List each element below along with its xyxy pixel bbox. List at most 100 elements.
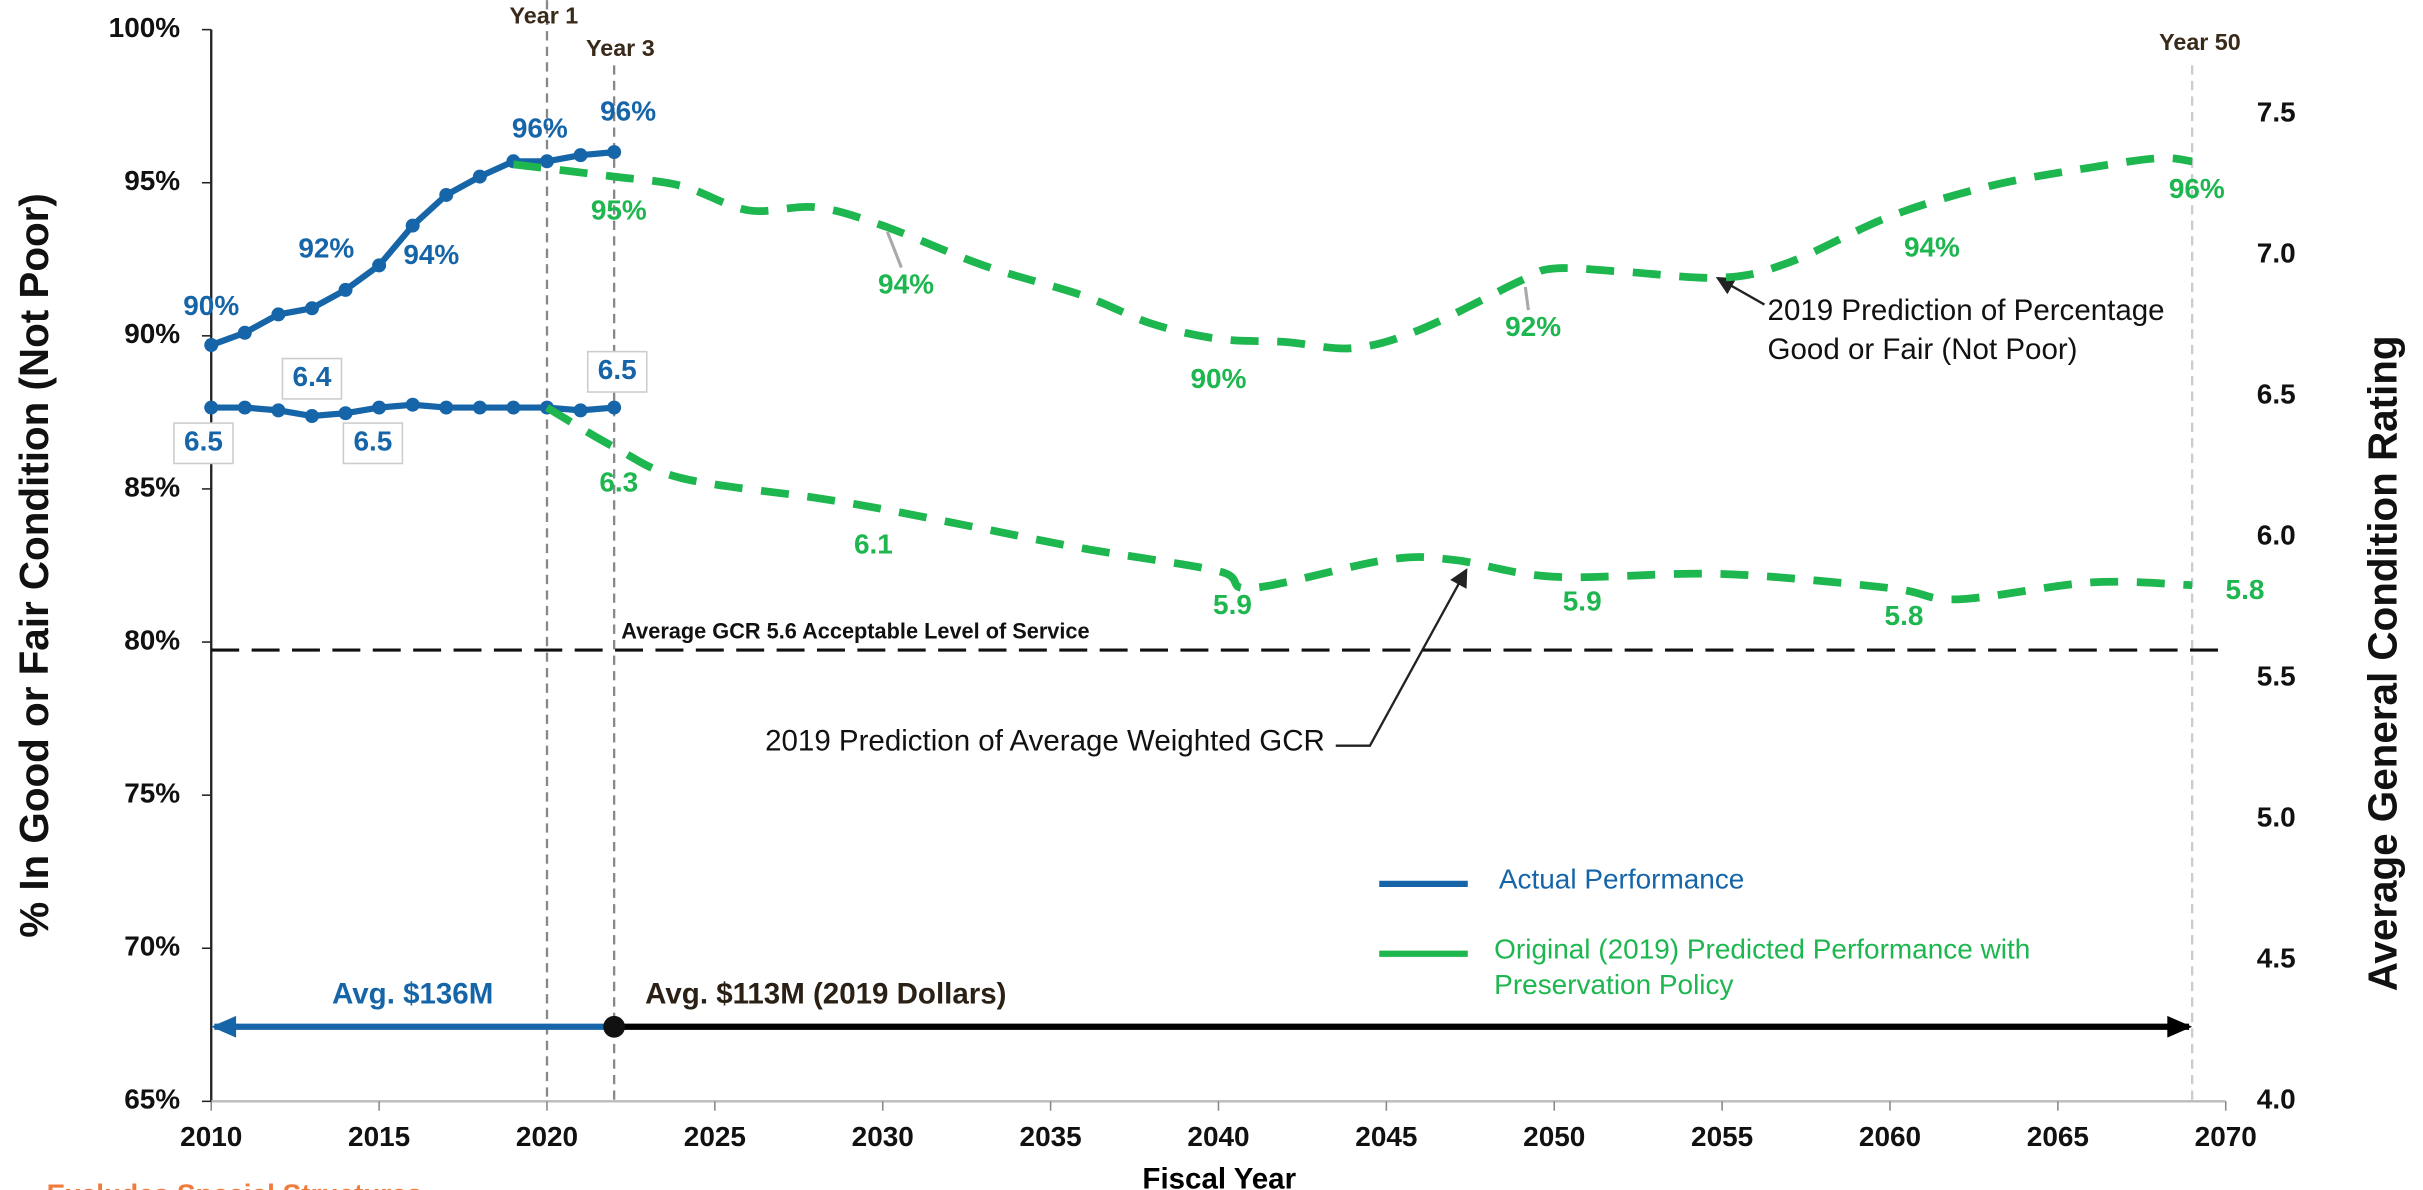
value-label: 92% <box>1505 311 1561 342</box>
data-point <box>539 154 554 169</box>
value-label: 92% <box>298 232 354 263</box>
y2-axis-title: Average General Condition Rating <box>2359 335 2405 991</box>
legend-entry: Original (2019) Predicted Performance wi… <box>1494 933 2031 1001</box>
data-point <box>338 282 353 297</box>
leader <box>885 231 903 269</box>
x-tick-label: 2050 <box>1523 1121 1585 1152</box>
y2-tick-label: 4.0 <box>2257 1084 2296 1115</box>
y-tick-label: 80% <box>124 624 180 655</box>
data-point <box>439 400 454 415</box>
callout-arrow <box>1335 568 1468 747</box>
data-point <box>304 301 319 316</box>
y-tick-label: 95% <box>124 165 180 196</box>
callout-arrow <box>1715 276 1766 306</box>
data-point <box>204 338 219 353</box>
data-point <box>573 148 588 163</box>
label-box <box>173 422 234 465</box>
value-label: 90% <box>183 290 239 321</box>
callout-text: 2019 Prediction of Average Weighted GCR <box>765 724 1325 757</box>
data-point <box>439 187 454 202</box>
data-point <box>607 400 622 415</box>
legend-label: Original (2019) Predicted Performance wi… <box>1494 933 2031 1001</box>
data-point <box>304 409 319 424</box>
data-point <box>271 307 286 322</box>
series-line <box>512 154 2193 353</box>
x-tick-label: 2070 <box>2195 1121 2257 1152</box>
legend-entry: Actual Performance <box>1498 863 1745 895</box>
y-tick-label: 90% <box>124 318 180 349</box>
arrow-head <box>211 1015 237 1038</box>
spending-label: Avg. $113M (2019 Dollars) <box>645 978 1006 1011</box>
y2-tick-label: 5.0 <box>2257 802 2296 833</box>
data-point <box>506 400 521 415</box>
y2-tick-label: 4.5 <box>2257 943 2296 974</box>
value-label: 5.8 <box>2226 574 2265 605</box>
milestone-label: Year 3 <box>586 35 655 61</box>
label-box <box>342 422 404 465</box>
label-box <box>586 350 648 393</box>
x-tick-label: 2030 <box>852 1121 914 1152</box>
value-label: 96% <box>600 96 656 127</box>
data-point <box>472 169 487 184</box>
junction <box>603 1015 626 1038</box>
value-label: 96% <box>2169 173 2225 204</box>
value-label: 94% <box>878 269 934 300</box>
callout: 2019 Prediction of Percentage Good or Fa… <box>1767 295 2165 367</box>
y-tick-label: 85% <box>124 471 180 502</box>
legend-label: Actual Performance <box>1498 863 1745 895</box>
value-label: 96% <box>512 113 568 144</box>
value-label: 5.8 <box>1885 600 1924 631</box>
data-point <box>573 403 588 418</box>
y2-tick-label: 5.5 <box>2257 661 2296 692</box>
y2-tick-label: 7.0 <box>2257 238 2296 269</box>
data-point <box>372 400 387 415</box>
value-label: 6.3 <box>599 467 638 498</box>
x-tick-label: 2035 <box>1020 1121 1082 1152</box>
data-point <box>271 403 286 418</box>
x-axis-title: Fiscal Year <box>1142 1162 1296 1190</box>
y-tick-label: 100% <box>109 12 181 43</box>
data-point <box>237 400 252 415</box>
data-point <box>405 218 420 233</box>
y2-tick-label: 7.5 <box>2257 97 2296 128</box>
label-box <box>281 357 343 400</box>
x-tick-label: 2020 <box>516 1121 578 1152</box>
value-label: 6.1 <box>854 529 893 560</box>
data-point <box>607 145 622 160</box>
value-label: 6.5 <box>598 354 637 385</box>
y-tick-label: 75% <box>124 778 180 809</box>
value-label: 6.4 <box>293 361 332 392</box>
data-point <box>204 400 219 415</box>
y-axis-title: % In Good or Fair Condition (Not Poor) <box>11 193 57 938</box>
value-label: 6.5 <box>184 426 223 457</box>
data-point <box>237 325 252 340</box>
footnote: Excludes Special Structures <box>47 1178 423 1190</box>
threshold-label: Average GCR 5.6 Acceptable Level of Serv… <box>621 619 1089 644</box>
data-point <box>338 406 353 421</box>
y2-tick-label: 6.5 <box>2257 379 2296 410</box>
leader <box>1523 286 1530 311</box>
value-label: 94% <box>1904 231 1960 262</box>
value-label: 5.9 <box>1563 586 1602 617</box>
value-label: 94% <box>403 239 459 270</box>
data-point <box>472 400 487 415</box>
y2-tick-label: 6.0 <box>2257 520 2296 551</box>
milestone-label: Year 50 <box>2159 29 2241 55</box>
value-label: 90% <box>1191 363 1247 394</box>
value-label: 6.5 <box>353 426 392 457</box>
data-point <box>372 258 387 273</box>
x-tick-label: 2010 <box>180 1121 242 1152</box>
arrow-head <box>2167 1015 2193 1038</box>
data-point <box>405 397 420 412</box>
y-tick-label: 65% <box>124 1084 180 1115</box>
x-tick-label: 2045 <box>1355 1121 1417 1152</box>
callout-text: 2019 Prediction of Percentage Good or Fa… <box>1767 295 2165 367</box>
x-tick-label: 2025 <box>684 1121 746 1152</box>
value-label: 95% <box>591 195 647 226</box>
x-tick-label: 2055 <box>1691 1121 1753 1152</box>
x-tick-label: 2060 <box>1859 1121 1921 1152</box>
x-tick-label: 2015 <box>348 1121 410 1152</box>
y-tick-label: 70% <box>124 931 180 962</box>
x-tick-label: 2065 <box>2027 1121 2089 1152</box>
